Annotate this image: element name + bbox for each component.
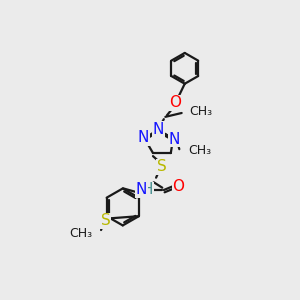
Text: N: N (136, 182, 147, 197)
Text: S: S (101, 213, 111, 228)
Text: O: O (169, 95, 181, 110)
Text: N: N (153, 122, 164, 137)
Text: CH₃: CH₃ (69, 227, 92, 240)
Text: N: N (169, 132, 180, 147)
Text: N: N (138, 130, 149, 145)
Text: S: S (157, 159, 166, 174)
Text: H: H (142, 182, 153, 197)
Text: CH₃: CH₃ (188, 144, 211, 157)
Text: CH₃: CH₃ (189, 105, 212, 118)
Text: O: O (172, 179, 184, 194)
